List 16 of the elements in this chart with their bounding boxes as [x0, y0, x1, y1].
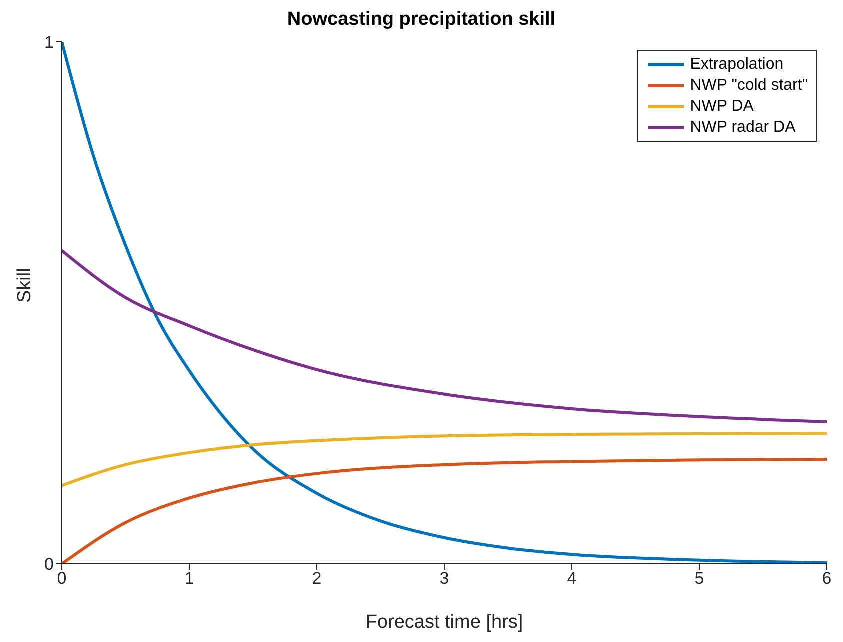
legend-label: Extrapolation	[690, 55, 784, 75]
chart-title: Nowcasting precipitation skill	[287, 9, 556, 30]
x-tick-label: 0	[57, 569, 67, 588]
line-series	[62, 249, 827, 424]
x-axis-title: Forecast time [hrs]	[366, 612, 524, 633]
x-tick-label: 6	[822, 569, 832, 588]
legend-label: NWP radar DA	[690, 118, 796, 138]
x-tick-label: 5	[694, 569, 704, 588]
x-tick-label: 1	[184, 569, 194, 588]
line-series	[62, 432, 827, 488]
x-tick-label: 2	[312, 569, 322, 588]
x-tick-label: 3	[440, 569, 450, 588]
x-tick-label: 4	[567, 569, 577, 588]
legend-label: NWP DA	[690, 97, 754, 117]
legend-label: NWP "cold start"	[690, 76, 808, 96]
y-axis-title: Skill	[14, 268, 36, 303]
